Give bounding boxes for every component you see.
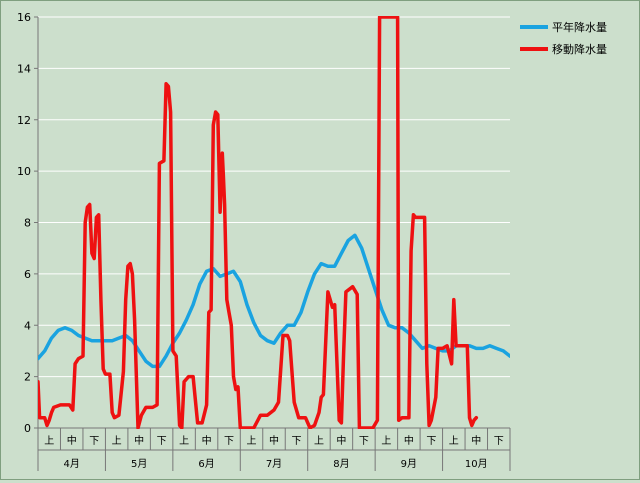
y-tick-label: 4 <box>24 319 31 332</box>
x-sub-label: 中 <box>134 434 144 447</box>
x-sub-label: 下 <box>426 436 436 447</box>
x-sub-label: 下 <box>89 436 99 447</box>
legend-label: 平年降水量 <box>552 20 607 34</box>
x-sub-label: 中 <box>67 434 77 447</box>
x-month-label: 9月 <box>401 458 417 470</box>
x-sub-label: 下 <box>494 436 504 447</box>
x-sub-label: 中 <box>471 434 481 447</box>
y-tick-label: 8 <box>24 217 31 230</box>
x-sub-label: 上 <box>179 435 189 447</box>
x-month-label: 4月 <box>64 458 80 470</box>
x-sub-label: 中 <box>202 434 212 447</box>
x-month-label: 5月 <box>131 458 147 470</box>
x-sub-label: 中 <box>404 434 414 447</box>
y-tick-label: 6 <box>24 268 31 281</box>
x-month-label: 8月 <box>333 458 349 470</box>
x-sub-label: 上 <box>449 435 459 447</box>
series-lines <box>38 16 510 429</box>
y-tick-label: 2 <box>24 371 31 384</box>
x-sub-label: 中 <box>269 434 279 447</box>
x-sub-label: 下 <box>291 436 301 447</box>
y-tick-label: 12 <box>17 114 31 127</box>
x-axis: 上中下上中下上中下上中下上中下上中下上中下4月 5月 6月 7月 8月 9月 10月 <box>37 427 511 471</box>
x-sub-label: 上 <box>381 435 391 447</box>
x-sub-label: 下 <box>157 436 167 447</box>
x-month-label: 6月 <box>198 458 214 470</box>
x-sub-label: 上 <box>314 435 324 447</box>
series-line-normal <box>38 233 510 369</box>
x-sub-label: 下 <box>359 436 369 447</box>
y-tick-label: 0 <box>24 422 31 435</box>
series-line-moving <box>38 16 479 429</box>
legend-label: 移動降水量 <box>552 42 607 56</box>
y-tick-label: 14 <box>17 62 31 75</box>
y-axis: 0 2 4 6 8 10 12 14 16 <box>17 11 39 435</box>
x-sub-label: 上 <box>112 435 122 447</box>
x-month-label: 7月 <box>266 458 282 470</box>
x-sub-label: 中 <box>336 434 346 447</box>
x-sub-label: 上 <box>247 435 257 447</box>
x-sub-label: 下 <box>224 436 234 447</box>
y-tick-label: 10 <box>17 165 31 178</box>
x-sub-label: 上 <box>44 435 54 447</box>
x-month-label: 10月 <box>465 458 488 470</box>
y-tick-label: 16 <box>17 11 31 24</box>
